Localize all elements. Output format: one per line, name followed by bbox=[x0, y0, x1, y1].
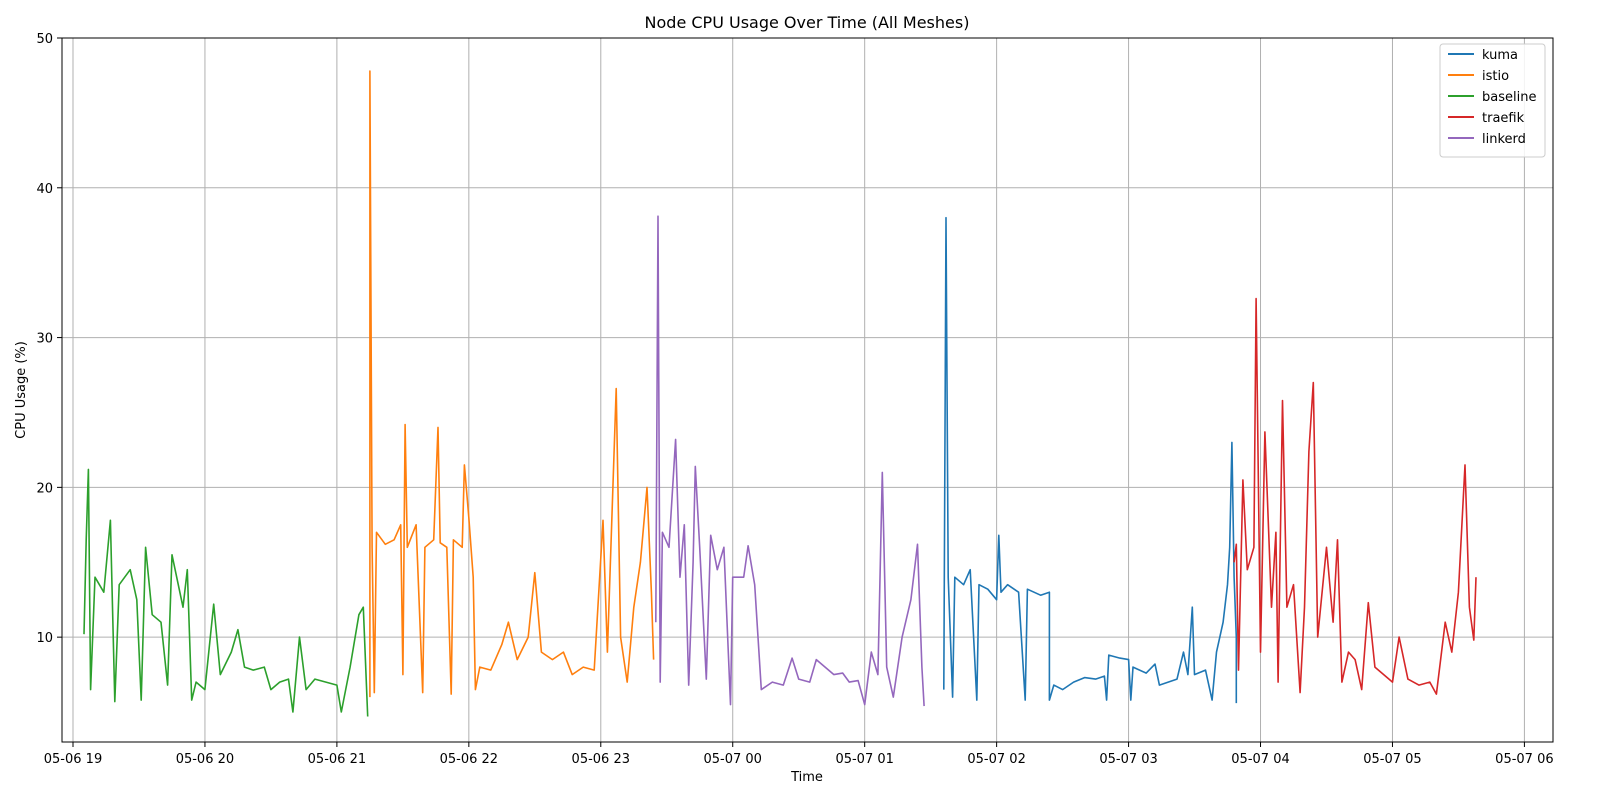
x-tick-label: 05-06 23 bbox=[572, 752, 630, 767]
legend-label-linkerd: linkerd bbox=[1482, 132, 1526, 147]
x-axis-ticks: 05-06 19 05-06 20 05-06 21 05-06 22 05-06 23… bbox=[44, 742, 1554, 767]
plot-area-frame bbox=[61, 37, 1554, 743]
x-axis-title: Time bbox=[790, 770, 823, 785]
legend: kuma istio baseline traefik linkerd bbox=[1439, 43, 1546, 158]
x-tick-label: 05-07 01 bbox=[835, 752, 893, 767]
series-line-kuma bbox=[942, 216, 1238, 704]
x-tick-label: 05-07 00 bbox=[704, 752, 762, 767]
y-axis-title: CPU Usage (%) bbox=[14, 341, 29, 439]
y-tick-label: 10 bbox=[36, 631, 53, 646]
legend-label-baseline: baseline bbox=[1482, 90, 1536, 105]
legend-label-kuma: kuma bbox=[1482, 48, 1518, 63]
x-tick-label: 05-07 06 bbox=[1495, 752, 1553, 767]
chart-title: Node CPU Usage Over Time (All Meshes) bbox=[645, 13, 970, 32]
y-tick-label: 40 bbox=[36, 182, 53, 197]
grid-lines bbox=[62, 37, 1553, 742]
legend-box bbox=[1439, 43, 1546, 158]
legend-label-istio: istio bbox=[1482, 69, 1509, 84]
x-tick-label: 05-07 03 bbox=[1099, 752, 1157, 767]
series-line-istio bbox=[369, 70, 655, 698]
legend-label-traefik: traefik bbox=[1482, 111, 1525, 126]
x-tick-label: 05-06 20 bbox=[176, 752, 234, 767]
series-lines bbox=[83, 70, 1477, 717]
x-tick-label: 05-06 21 bbox=[308, 752, 366, 767]
x-tick-label: 05-07 05 bbox=[1363, 752, 1421, 767]
series-line-linkerd bbox=[654, 215, 925, 707]
x-tick-label: 05-06 19 bbox=[44, 752, 102, 767]
series-line-baseline bbox=[83, 468, 369, 717]
y-tick-label: 20 bbox=[36, 481, 53, 496]
x-tick-label: 05-07 02 bbox=[967, 752, 1025, 767]
y-tick-label: 30 bbox=[36, 332, 53, 347]
y-axis-ticks: 10 20 30 40 50 bbox=[36, 32, 62, 646]
series-line-traefik bbox=[1233, 297, 1477, 695]
x-tick-label: 05-07 04 bbox=[1231, 752, 1289, 767]
x-tick-label: 05-06 22 bbox=[440, 752, 498, 767]
y-tick-label: 50 bbox=[36, 32, 53, 47]
